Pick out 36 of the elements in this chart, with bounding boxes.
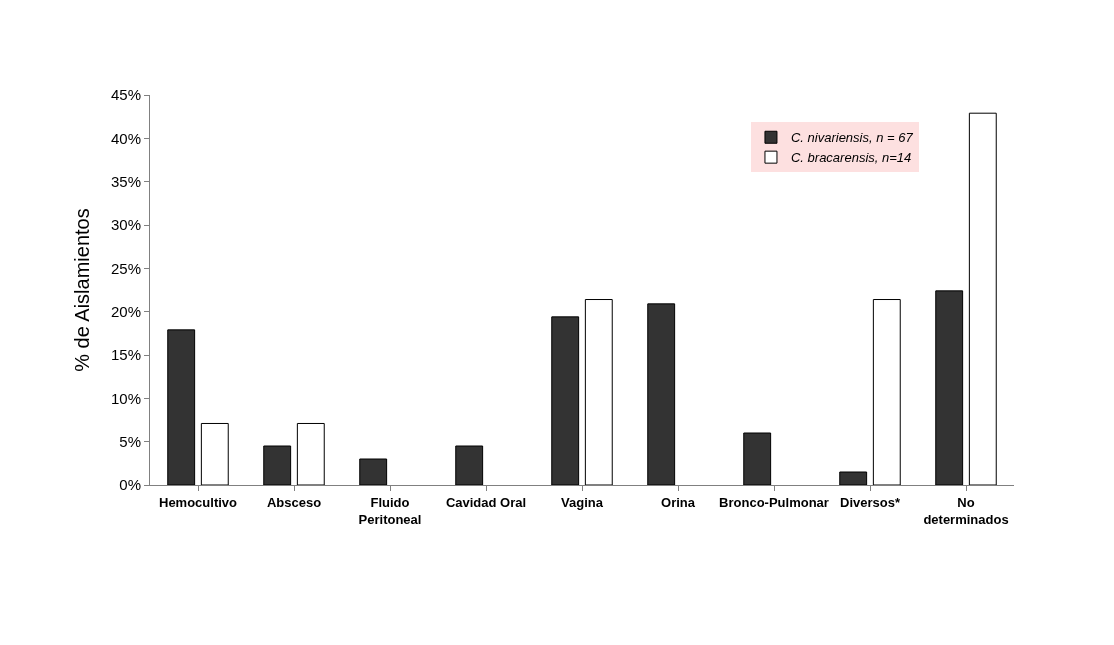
y-tick-label: 35% bbox=[110, 172, 141, 190]
x-tick-label: Cavidad Oral bbox=[445, 494, 527, 510]
y-tick-label: 0% bbox=[119, 476, 141, 494]
bar bbox=[872, 299, 901, 485]
bar bbox=[743, 432, 772, 485]
x-tick-label: Fluido Peritoneal bbox=[358, 494, 422, 527]
x-tick-label: Bronco-Pulmonar bbox=[719, 494, 829, 510]
x-tick-label: No determinados bbox=[923, 494, 1009, 527]
y-tick-label: 20% bbox=[110, 302, 141, 320]
x-tick-label: Absceso bbox=[266, 494, 322, 510]
y-tick-label: 25% bbox=[110, 259, 141, 277]
y-tick-label: 40% bbox=[110, 129, 141, 147]
legend-label: C. nivariensis, n = 67 bbox=[790, 130, 914, 146]
y-axis-title: % de Aislamientos bbox=[71, 208, 94, 372]
bar bbox=[584, 299, 613, 485]
bar bbox=[263, 445, 292, 485]
bar bbox=[455, 445, 484, 485]
bar bbox=[935, 290, 964, 485]
x-tick-label: Orina bbox=[661, 494, 696, 510]
bar bbox=[839, 471, 868, 485]
y-tick-label: 45% bbox=[110, 86, 141, 104]
bar bbox=[359, 458, 388, 485]
x-tick-label: Diversos* bbox=[840, 494, 901, 510]
y-tick-label: 30% bbox=[110, 216, 141, 234]
y-tick-label: 15% bbox=[110, 346, 141, 364]
y-tick-label: 5% bbox=[119, 432, 141, 450]
bar bbox=[200, 422, 229, 485]
bar bbox=[296, 422, 325, 485]
bar bbox=[167, 329, 196, 485]
legend-label: C. bracarensis, n=14 bbox=[790, 150, 912, 166]
x-tick-label: Vagina bbox=[561, 494, 604, 510]
bar bbox=[968, 112, 997, 485]
bar bbox=[647, 303, 676, 485]
x-tick-label: Hemocultivo bbox=[158, 494, 238, 510]
bar bbox=[551, 316, 580, 485]
y-tick-label: 10% bbox=[110, 389, 141, 407]
